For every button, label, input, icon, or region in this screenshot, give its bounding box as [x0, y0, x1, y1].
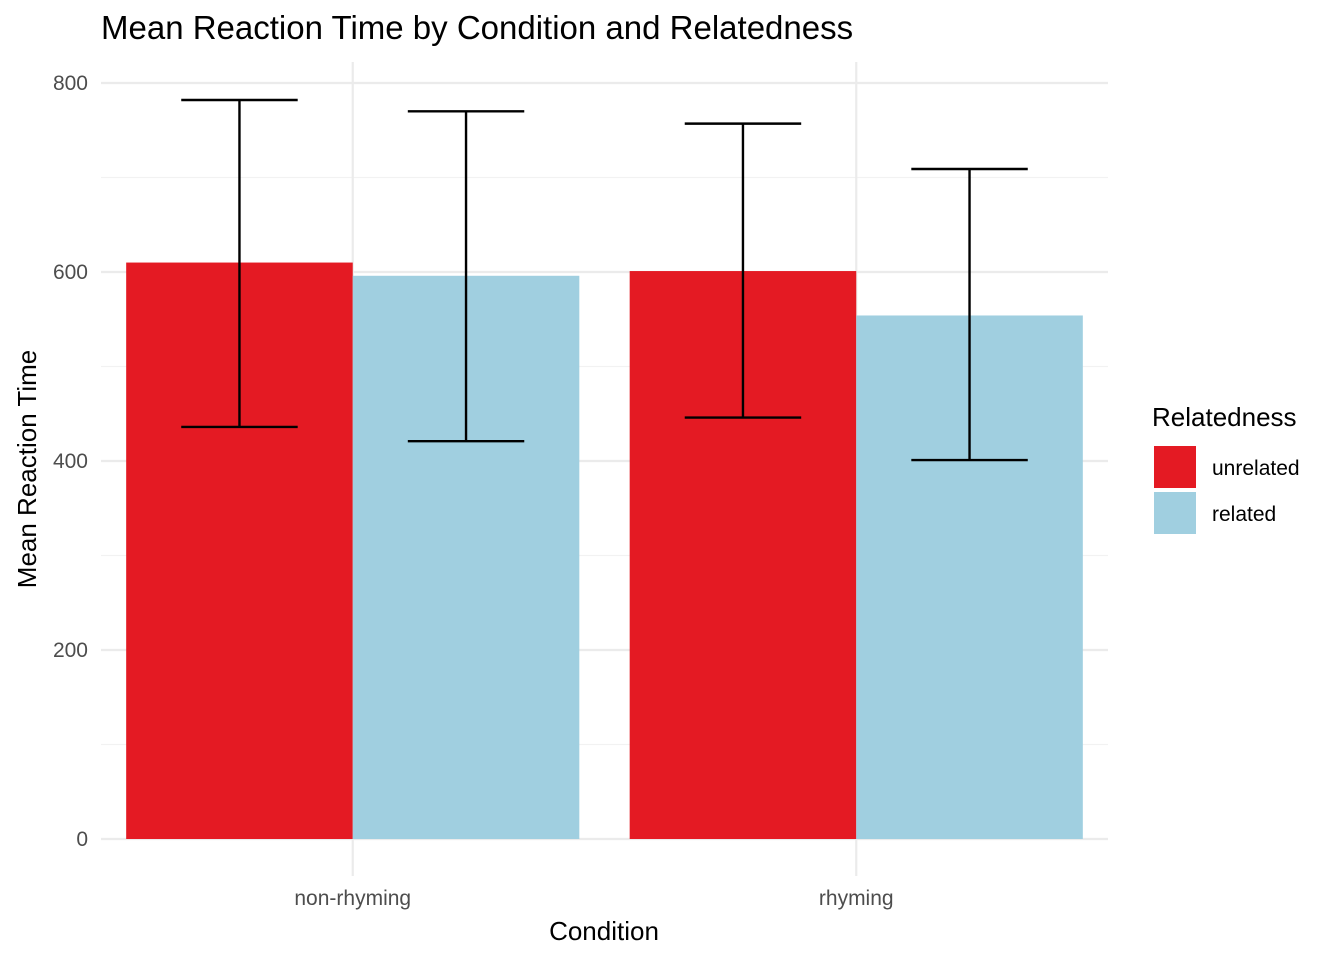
legend-label-unrelated: unrelated	[1212, 457, 1300, 480]
x-tick-labels: non-rhyming rhyming	[294, 887, 893, 910]
x-tick-label: non-rhyming	[294, 887, 411, 910]
legend-title: Relatedness	[1152, 402, 1297, 432]
legend-label-related: related	[1212, 503, 1276, 526]
y-tick-label: 400	[53, 450, 88, 473]
chart-title: Mean Reaction Time by Condition and Rela…	[101, 9, 853, 46]
error-bars-layer	[181, 98, 1028, 462]
y-tick-label: 200	[53, 639, 88, 662]
y-tick-label: 800	[53, 72, 88, 95]
legend-items: unrelated related	[1154, 446, 1300, 534]
legend-swatch-related	[1154, 492, 1196, 534]
legend: Relatedness unrelated related	[1152, 402, 1300, 534]
legend-swatch-unrelated	[1154, 446, 1196, 488]
x-axis-title: Condition	[549, 916, 659, 946]
y-axis-title: Mean Reaction Time	[12, 350, 42, 588]
bars-layer	[126, 262, 1083, 840]
y-tick-labels: 0 200 400 600 800	[53, 72, 88, 851]
x-tick-label: rhyming	[819, 887, 894, 910]
y-tick-label: 600	[53, 261, 88, 284]
y-tick-label: 0	[76, 828, 88, 851]
